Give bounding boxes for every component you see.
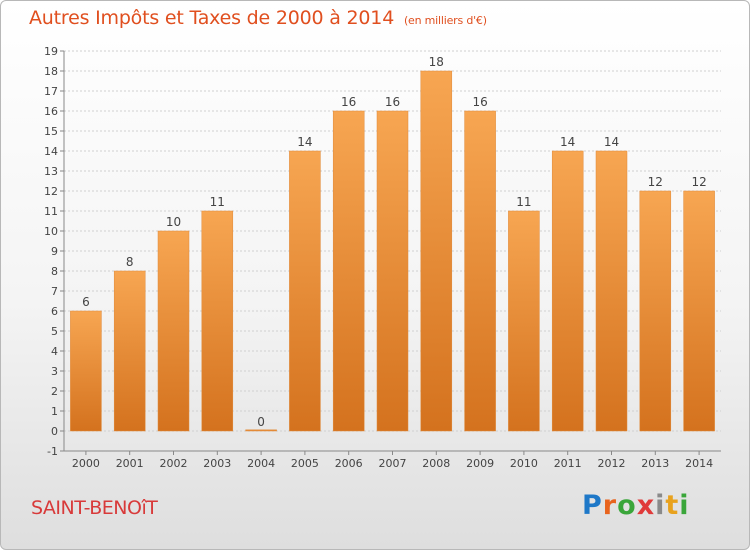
y-tick-label: 16 [44,105,58,118]
y-tick-label: 3 [51,365,58,378]
x-tick-label: 2013 [641,457,669,470]
data-label: 16 [472,95,487,109]
data-label: 14 [604,135,619,149]
data-label: 14 [297,135,312,149]
bar [639,190,672,432]
data-label: 8 [126,255,134,269]
y-tick-label: 19 [44,45,58,58]
data-label: 0 [257,415,265,429]
logo-letter: o [617,490,637,521]
bar [551,150,584,432]
x-tick-label: 2010 [510,457,538,470]
y-tick-label: 18 [44,65,58,78]
logo-letter: P [582,490,603,521]
x-tick-label: 2011 [554,457,582,470]
x-tick-label: 2014 [685,457,713,470]
x-tick-label: 2004 [247,457,275,470]
data-label: 14 [560,135,575,149]
data-label: 10 [166,215,181,229]
bar [289,150,321,432]
y-tick-label: 1 [51,405,58,418]
y-tick-label: 13 [44,165,58,178]
bar [157,230,190,432]
x-tick-label: 2000 [72,457,100,470]
data-labels: 6 8 10 11 0 14 16 16 18 16 11 14 14 12 12 [82,55,707,429]
bars [70,70,715,432]
x-tick-label: 2009 [466,457,494,470]
bar [464,110,496,432]
bar [376,110,409,432]
bar [332,110,365,432]
logo-letter: r [602,490,618,521]
chart-title-unit: (en milliers d'€) [403,14,487,27]
x-tick-label: 2003 [203,457,231,470]
bar [245,429,277,432]
y-tick-label: 10 [44,225,58,238]
chart-title-main: Autres Impôts et Taxes de 2000 à 2014 [29,7,395,29]
y-tick-label: 0 [51,425,58,438]
y-tick-label: 7 [51,285,58,298]
logo-letter: t [665,490,680,521]
y-tick-label: 9 [51,245,58,258]
data-label: 16 [341,95,356,109]
data-label: 6 [82,295,90,309]
data-label: 11 [516,195,531,209]
bar [508,210,540,432]
logo-letter: i [679,490,690,521]
x-tick-label: 2008 [422,457,450,470]
bar [113,270,146,432]
data-label: 12 [691,175,706,189]
bar [595,150,628,432]
y-tick-label: 8 [51,265,58,278]
x-tick-label: 2012 [598,457,626,470]
y-tick-label: 6 [51,305,58,318]
logo-letter: x [636,490,656,521]
bar [70,310,102,432]
bar [201,210,234,432]
chart-title: Autres Impôts et Taxes de 2000 à 2014 (e… [29,7,487,29]
data-label: 11 [210,195,225,209]
data-label: 18 [429,55,444,69]
y-tick-label: 17 [44,85,58,98]
proxiti-logo: Proxiti [582,490,690,521]
data-label: 16 [385,95,400,109]
y-tick-label: 11 [44,205,58,218]
y-tick-label: 12 [44,185,58,198]
y-tick-label: 4 [51,345,58,358]
y-tick-label: 15 [44,125,58,138]
x-tick-label: 2006 [335,457,363,470]
data-label: 12 [648,175,663,189]
y-tick-label: 14 [44,145,58,158]
bar [420,70,453,432]
x-tick-label: 2001 [116,457,144,470]
x-tick-label: 2007 [379,457,407,470]
y-tick-label: 2 [51,385,58,398]
y-tick-label: -1 [47,445,58,458]
logo-letter: i [655,490,666,521]
commune-name: SAINT-BENOîT [31,497,158,519]
x-tick-label: 2005 [291,457,319,470]
x-tick-label: 2002 [160,457,188,470]
bar [683,190,715,432]
y-tick-label: 5 [51,325,58,338]
